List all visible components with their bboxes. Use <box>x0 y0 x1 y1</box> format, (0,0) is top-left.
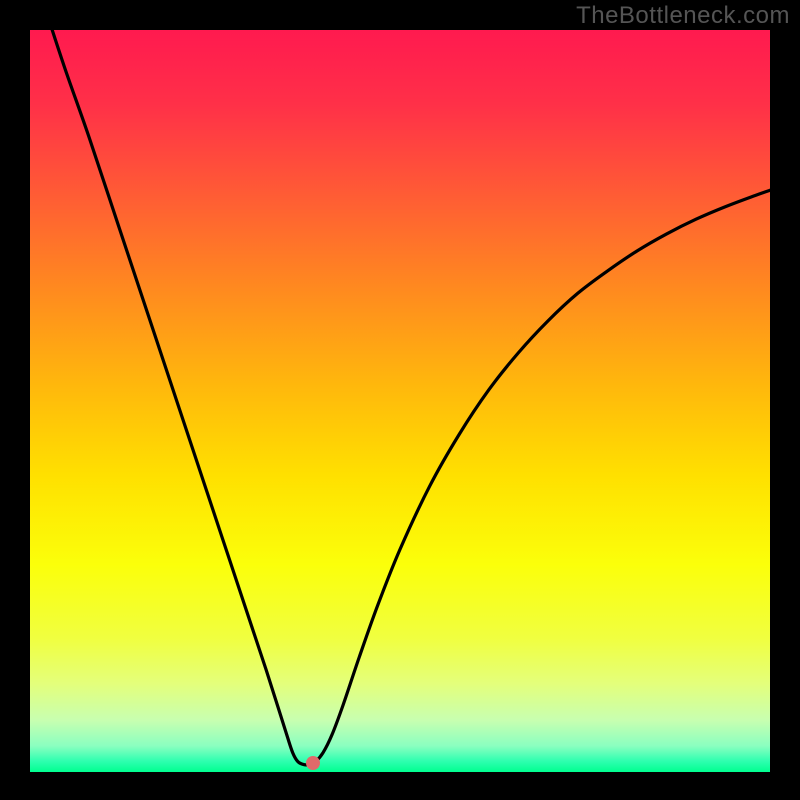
curve-svg <box>30 30 770 772</box>
chart-stage: TheBottleneck.com <box>0 0 800 800</box>
plot-area <box>30 30 770 772</box>
bottleneck-curve <box>52 30 770 765</box>
bottom-marker <box>306 756 320 770</box>
watermark-text: TheBottleneck.com <box>576 2 790 30</box>
